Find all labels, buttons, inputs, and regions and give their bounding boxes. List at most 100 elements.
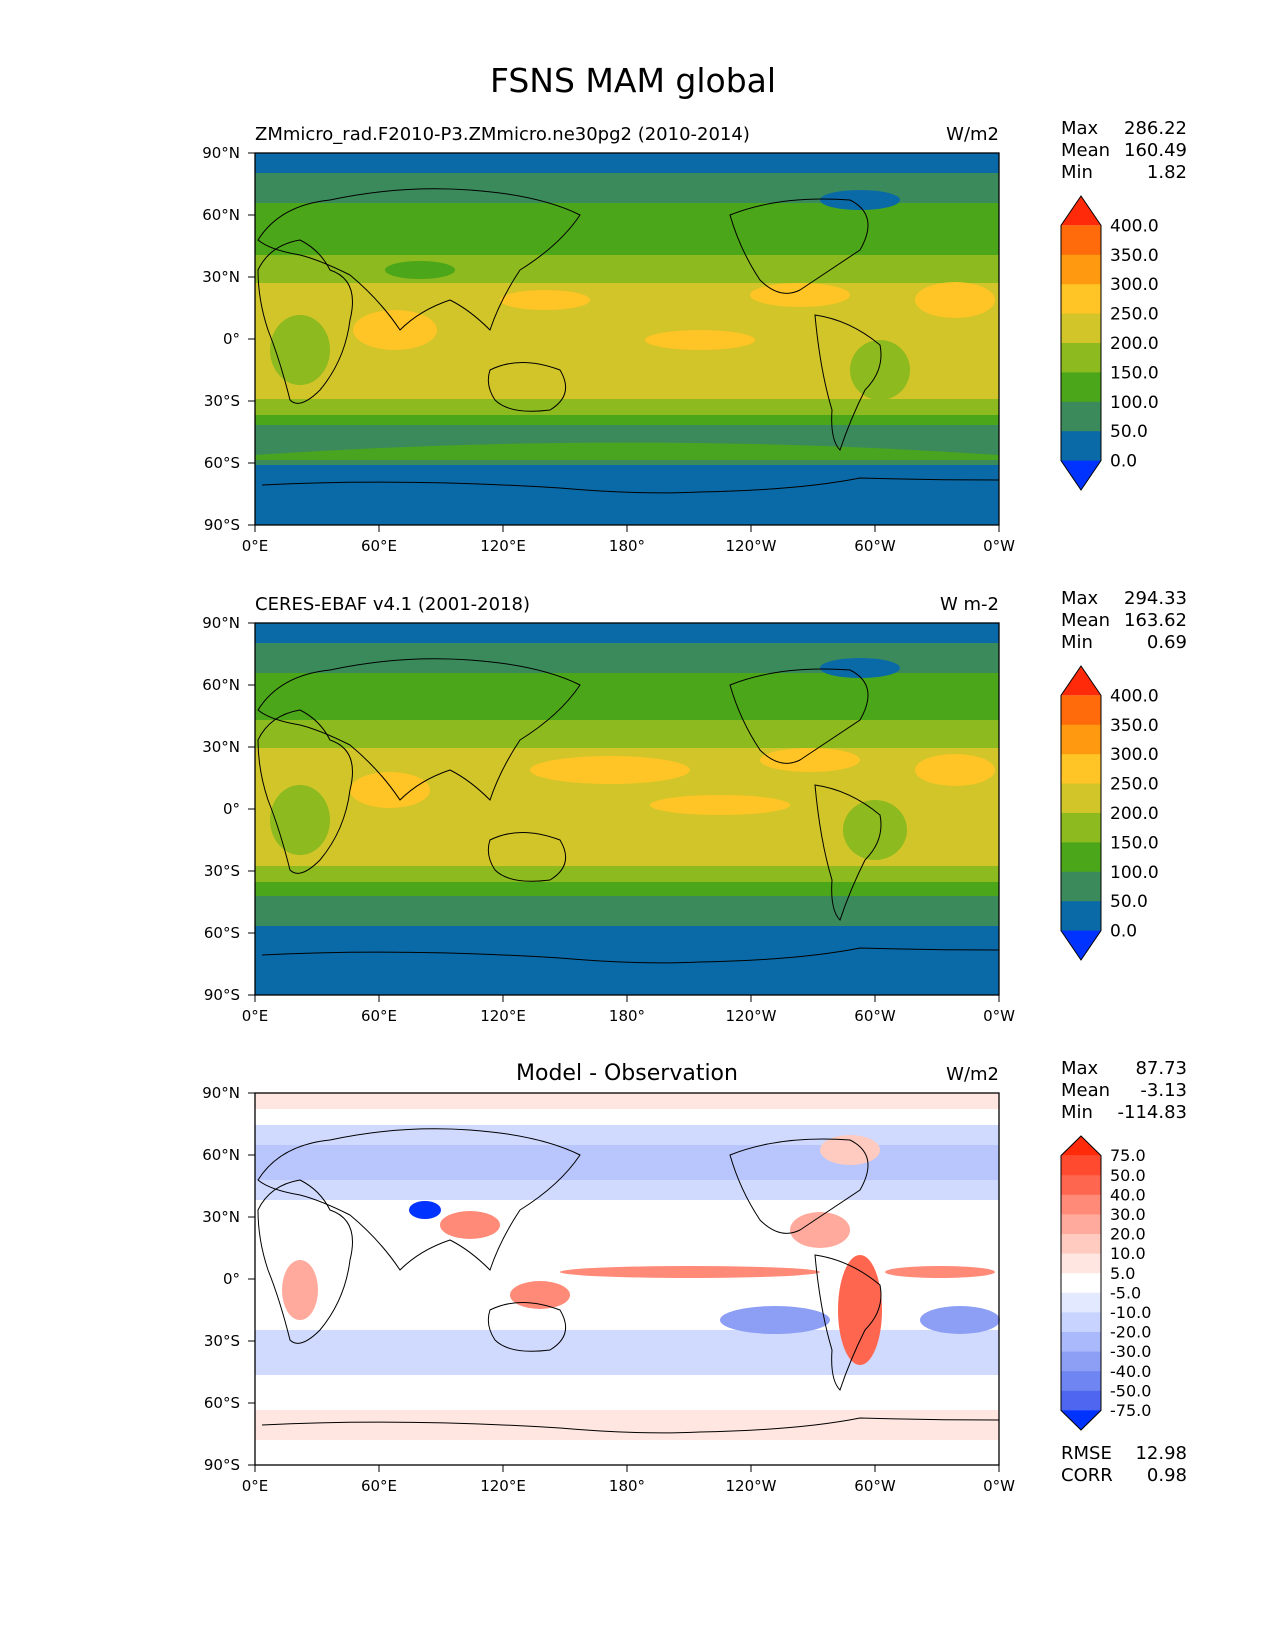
lon-tick-label: 0°E (242, 1477, 269, 1495)
region-arabia-sahel (353, 310, 437, 350)
lat-tick-label: 60°N (202, 676, 240, 694)
lon-tick-label: 60°W (854, 1007, 896, 1025)
colorbar-tick-label: -40.0 (1110, 1362, 1151, 1381)
coastlines (257, 658, 1000, 964)
colorbar-segment (1061, 1175, 1101, 1196)
lat-axis: 90°N 60°N 30°N 0° 30°S 60°S 90°S (202, 144, 240, 534)
lon-tick-label: 120°E (480, 537, 526, 555)
band-arctic (255, 1093, 999, 1109)
colorbar-segment (1061, 431, 1101, 462)
stat-label: Max (1061, 588, 1099, 609)
colorbar-tick-label: 50.0 (1110, 892, 1148, 912)
panel-difference: Model - Observation W/m2 (202, 1058, 1187, 1495)
region-south-atlantic-cold (920, 1306, 1000, 1334)
figure-title: FSNS MAM global (490, 61, 776, 100)
colorbar-tick-label: -50.0 (1110, 1381, 1151, 1400)
region-africa-warm (282, 1260, 318, 1320)
coastline-north-america (729, 1138, 869, 1234)
colorbar-segment (1061, 1312, 1101, 1333)
colorbar-segment (1061, 754, 1101, 785)
stat-value: 1.82 (1147, 162, 1187, 183)
colorbar-segment (1061, 1371, 1101, 1392)
coastline-eurasia (257, 188, 581, 331)
colorbar-extend-max (1061, 666, 1101, 696)
colorbar-segment (1061, 813, 1101, 843)
region-tibet (385, 261, 455, 279)
stat-value: 0.69 (1147, 632, 1187, 653)
colorbar-tick-label: -10.0 (1110, 1303, 1151, 1322)
colorbar-segment (1061, 225, 1101, 256)
lon-tick-label: 60°W (854, 1477, 896, 1495)
colorbar-tick-label: -30.0 (1110, 1342, 1151, 1361)
southern-ocean-band (255, 442, 999, 460)
stats-block: Max 286.22 Mean 160.49 Min 1.82 (1061, 118, 1187, 183)
colorbar-segment (1061, 1273, 1101, 1294)
colorbar-tick-label: 40.0 (1110, 1185, 1146, 1204)
colorbar-tick-label: 200.0 (1110, 334, 1159, 354)
colorbar-segment (1061, 1351, 1101, 1372)
coastline-africa (257, 1179, 353, 1344)
stat-label: Max (1061, 1058, 1099, 1079)
lat-tick-label: 60°S (204, 924, 240, 942)
colorbar-segment (1061, 871, 1101, 902)
colorbar-tick-label: 150.0 (1110, 833, 1159, 853)
coastline-africa (257, 239, 353, 404)
region-north-pacific-east (760, 748, 860, 772)
colorbar-segment (1061, 372, 1101, 403)
region-north-pacific (530, 756, 690, 784)
stat-value: -3.13 (1140, 1080, 1187, 1101)
colorbar: 75.050.040.030.020.010.05.0-5.0-10.0-20.… (1060, 1135, 1151, 1431)
colorbar-extend-min (1061, 1410, 1101, 1430)
lon-tick-label: 60°E (361, 1007, 397, 1025)
stat-label: CORR (1061, 1465, 1113, 1486)
stats-block: Max 87.73 Mean -3.13 Min -114.83 (1061, 1058, 1187, 1123)
lon-tick-label: 120°W (726, 1477, 777, 1495)
region-south-america (843, 800, 907, 860)
coastline-australia (487, 832, 567, 882)
lon-ticks (254, 1465, 1000, 1472)
region-north-pacific-west (500, 290, 590, 310)
lat-tick-label: 90°S (204, 516, 240, 534)
colorbar-extend-min (1061, 930, 1101, 960)
stat-label: Min (1061, 632, 1093, 653)
coastline-eurasia (257, 1128, 581, 1271)
colorbar-tick-label: 75.0 (1110, 1146, 1146, 1165)
lon-tick-label: 120°W (726, 537, 777, 555)
colorbar-tick-label: 300.0 (1110, 275, 1159, 295)
lat-tick-label: 30°S (204, 1332, 240, 1350)
region-arabia-sahel (350, 772, 430, 808)
colorbar-segment (1061, 1234, 1101, 1255)
lat-tick-label: 30°N (202, 268, 240, 286)
colorbar-tick-label: -20.0 (1110, 1323, 1151, 1342)
colorbar-tick-label: -5.0 (1110, 1283, 1141, 1302)
colorbar-segment (1061, 1390, 1101, 1411)
lat-axis: 90°N 60°N 30°N 0° 30°S 60°S 90°S (202, 614, 240, 1004)
colorbar-tick-label: 250.0 (1110, 305, 1159, 325)
coastline-south-america (814, 1254, 882, 1391)
stats-block: Max 294.33 Mean 163.62 Min 0.69 (1061, 588, 1187, 653)
coastline-australia (487, 1302, 567, 1352)
lon-tick-label: 0°E (242, 537, 269, 555)
colorbar-outline (1060, 665, 1102, 961)
coastline-antarctica (261, 947, 1000, 964)
colorbar-tick-label: 350.0 (1110, 716, 1159, 736)
lon-ticks (254, 525, 1000, 532)
colorbar-tick-label: 400.0 (1110, 216, 1159, 236)
stat-value: 12.98 (1135, 1443, 1187, 1464)
panel-model: ZMmicro_rad.F2010-P3.ZMmicro.ne30pg2 (20… (202, 118, 1187, 555)
colorbar-segment (1061, 1253, 1101, 1274)
colorbar-tick-label: 10.0 (1110, 1244, 1146, 1263)
colorbar-segment (1061, 724, 1101, 755)
colorbar-extend-max (1061, 1136, 1101, 1156)
panel-observation: CERES-EBAF v4.1 (2001-2018) W m-2 (202, 588, 1187, 1025)
lon-ticks (254, 995, 1000, 1002)
map-field (255, 153, 999, 525)
coastline-antarctica (261, 477, 1000, 494)
coastline-north-america (729, 668, 869, 764)
region-greenland (820, 658, 900, 678)
map-field (255, 1093, 1000, 1465)
band-antarctic (255, 1410, 999, 1440)
region-atlantic (915, 282, 995, 318)
lat-tick-label: 90°N (202, 1084, 240, 1102)
